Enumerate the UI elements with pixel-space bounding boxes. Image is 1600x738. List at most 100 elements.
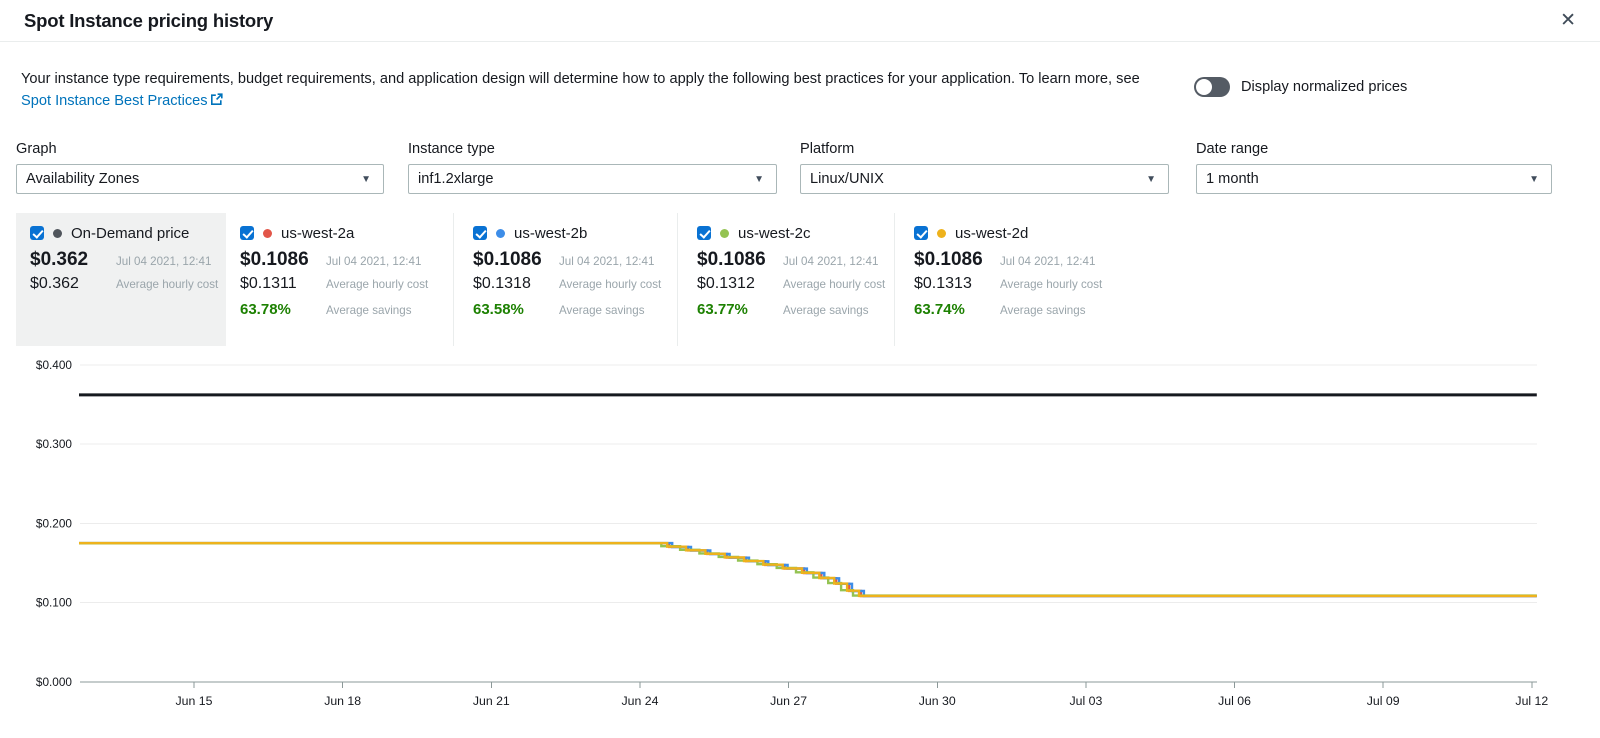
savings-label: Average savings [559, 304, 645, 317]
price-value: $0.1086 [697, 249, 766, 270]
avg-cost-label: Average hourly cost [783, 278, 886, 291]
filter-date-range: Date range 1 month ▼ [1196, 141, 1552, 194]
legend-head: us-west-2a [240, 224, 453, 242]
instance-type-select-value: inf1.2xlarge [418, 171, 494, 187]
normalized-prices-toggle[interactable] [1194, 77, 1230, 97]
chevron-down-icon: ▼ [361, 173, 371, 185]
legend-rows: $0.1086 Jul 04 2021, 12:41 $0.1318 Average… [473, 249, 677, 327]
svg-text:Jun 30: Jun 30 [919, 694, 956, 708]
legend-rows: $0.1086 Jul 04 2021, 12:41 $0.1313 Average… [914, 249, 1112, 327]
external-link-icon [210, 93, 223, 105]
filter-graph-label: Graph [16, 141, 57, 157]
svg-text:Jun 18: Jun 18 [324, 694, 361, 708]
price-time: Jul 04 2021, 12:41 [1000, 255, 1096, 268]
normalized-prices-toggle-label: Display normalized prices [1241, 79, 1408, 95]
us-west-2a-checkbox[interactable] [240, 226, 254, 240]
price-time: Jul 04 2021, 12:41 [326, 255, 422, 268]
chevron-down-icon: ▼ [754, 173, 764, 185]
filter-instance-type-label: Instance type [408, 141, 495, 157]
svg-text:Jul 09: Jul 09 [1367, 694, 1400, 708]
svg-text:$0.000: $0.000 [36, 675, 73, 689]
filter-date-range-label: Date range [1196, 141, 1269, 157]
filters-row: Graph Availability Zones ▼ Instance type… [16, 141, 1600, 194]
legend-head: On-Demand price [30, 224, 226, 242]
intro-text-body: Your instance type requirements, budget … [21, 71, 1140, 87]
instance-type-select[interactable]: inf1.2xlarge ▼ [408, 164, 777, 194]
legend-card-us-west-2b[interactable]: us-west-2b $0.1086 Jul 04 2021, 12:41 $0.… [453, 213, 677, 346]
best-practices-link-label: Spot Instance Best Practices [21, 93, 208, 109]
legend-card-us-west-2c[interactable]: us-west-2c $0.1086 Jul 04 2021, 12:41 $0.… [677, 213, 894, 346]
legend-head: us-west-2b [473, 224, 677, 242]
dialog-header: Spot Instance pricing history ✕ [0, 0, 1600, 42]
platform-select[interactable]: Linux/UNIX ▼ [800, 164, 1169, 194]
toggle-knob [1196, 79, 1212, 95]
pricing-history-chart: $0.400 $0.300 $0.200 $0.100 $0.000 Jun 15 Jun … [0, 348, 1600, 738]
legend-card-us-west-2a[interactable]: us-west-2a $0.1086 Jul 04 2021, 12:41 $0.… [226, 213, 453, 346]
close-icon[interactable]: ✕ [1560, 10, 1576, 31]
avg-cost-label: Average hourly cost [1000, 278, 1103, 291]
chevron-down-icon: ▼ [1529, 173, 1539, 185]
filter-platform-label: Platform [800, 141, 855, 157]
legend-name: us-west-2d [955, 224, 1029, 242]
price-time: Jul 04 2021, 12:41 [783, 255, 879, 268]
svg-text:Jun 21: Jun 21 [473, 694, 510, 708]
page-title: Spot Instance pricing history [24, 9, 274, 31]
legend-card-us-west-2d[interactable]: us-west-2d $0.1086 Jul 04 2021, 12:41 $0.… [894, 213, 1112, 346]
legend-rows: $0.1086 Jul 04 2021, 12:41 $0.1311 Average… [240, 249, 453, 327]
legend-card-on-demand[interactable]: On-Demand price $0.362 Jul 04 2021, 12:41… [16, 213, 226, 346]
avg-cost-value: $0.1318 [473, 275, 531, 292]
avg-cost-value: $0.1312 [697, 275, 755, 292]
avg-cost-value: $0.1311 [240, 275, 297, 292]
graph-select[interactable]: Availability Zones ▼ [16, 164, 384, 194]
savings-value: 63.78% [240, 301, 291, 318]
us-west-2b-checkbox[interactable] [473, 226, 487, 240]
best-practices-link[interactable]: Spot Instance Best Practices [21, 93, 223, 109]
svg-text:$0.200: $0.200 [36, 516, 73, 530]
graph-select-value: Availability Zones [26, 171, 140, 187]
price-value: $0.362 [30, 249, 89, 270]
svg-text:$0.400: $0.400 [36, 358, 73, 372]
on-demand-checkbox[interactable] [30, 226, 44, 240]
svg-text:Jul 03: Jul 03 [1069, 694, 1102, 708]
legend-name: On-Demand price [71, 224, 190, 242]
chart-canvas[interactable]: $0.400 $0.300 $0.200 $0.100 $0.000 Jun 15 Jun … [0, 348, 1600, 738]
savings-value: 63.74% [914, 301, 965, 318]
price-time: Jul 04 2021, 12:41 [116, 255, 212, 268]
svg-text:$0.300: $0.300 [36, 437, 73, 451]
us-west-2c-checkbox[interactable] [697, 226, 711, 240]
price-value: $0.1086 [914, 249, 983, 270]
us-west-2a-dot-icon [263, 228, 272, 238]
filter-platform: Platform Linux/UNIX ▼ [800, 141, 1169, 194]
platform-select-value: Linux/UNIX [810, 171, 884, 187]
avg-cost-value: $0.1313 [914, 275, 972, 292]
us-west-2d-dot-icon [937, 228, 946, 238]
intro-text: Your instance type requirements, budget … [21, 68, 1163, 112]
svg-text:$0.100: $0.100 [36, 596, 73, 610]
us-west-2b-dot-icon [496, 228, 505, 238]
us-west-2c-dot-icon [720, 228, 729, 238]
savings-value: 63.58% [473, 301, 524, 318]
normalized-prices-toggle-group: Display normalized prices [1194, 77, 1407, 97]
legend-rows: $0.1086 Jul 04 2021, 12:41 $0.1312 Average… [697, 249, 894, 327]
price-value: $0.1086 [240, 249, 309, 270]
savings-value: 63.77% [697, 301, 748, 318]
savings-label: Average savings [783, 304, 869, 317]
legend-name: us-west-2a [281, 224, 355, 242]
chevron-down-icon: ▼ [1146, 173, 1156, 185]
legend-head: us-west-2c [697, 224, 894, 242]
savings-label: Average savings [1000, 304, 1086, 317]
filter-graph: Graph Availability Zones ▼ [16, 141, 384, 194]
date-range-select-value: 1 month [1206, 171, 1259, 187]
legend-cards-row: On-Demand price $0.362 Jul 04 2021, 12:41… [16, 213, 1600, 346]
svg-text:Jul 06: Jul 06 [1218, 694, 1251, 708]
filter-instance-type: Instance type inf1.2xlarge ▼ [408, 141, 777, 194]
us-west-2d-checkbox[interactable] [914, 226, 928, 240]
savings-label: Average savings [326, 304, 412, 317]
legend-name: us-west-2b [514, 224, 588, 242]
legend-name: us-west-2c [738, 224, 811, 242]
date-range-select[interactable]: 1 month ▼ [1196, 164, 1552, 194]
avg-cost-label: Average hourly cost [326, 278, 429, 291]
avg-cost-label: Average hourly cost [559, 278, 662, 291]
svg-text:Jun 24: Jun 24 [621, 694, 658, 708]
price-value: $0.1086 [473, 249, 542, 270]
